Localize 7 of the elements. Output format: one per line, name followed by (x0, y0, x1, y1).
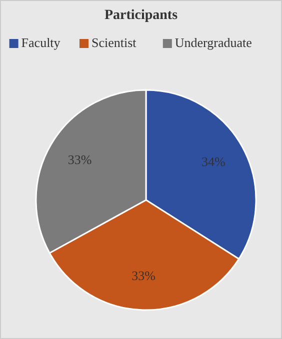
legend-label: Undergraduate (174, 34, 252, 50)
chart-title: Participants (104, 8, 178, 23)
data-label: 33% (132, 268, 156, 283)
data-label: 34% (202, 154, 226, 169)
legend-label: Scientist (92, 34, 137, 50)
data-label: 33% (68, 152, 92, 167)
legend-label: Faculty (21, 34, 61, 50)
